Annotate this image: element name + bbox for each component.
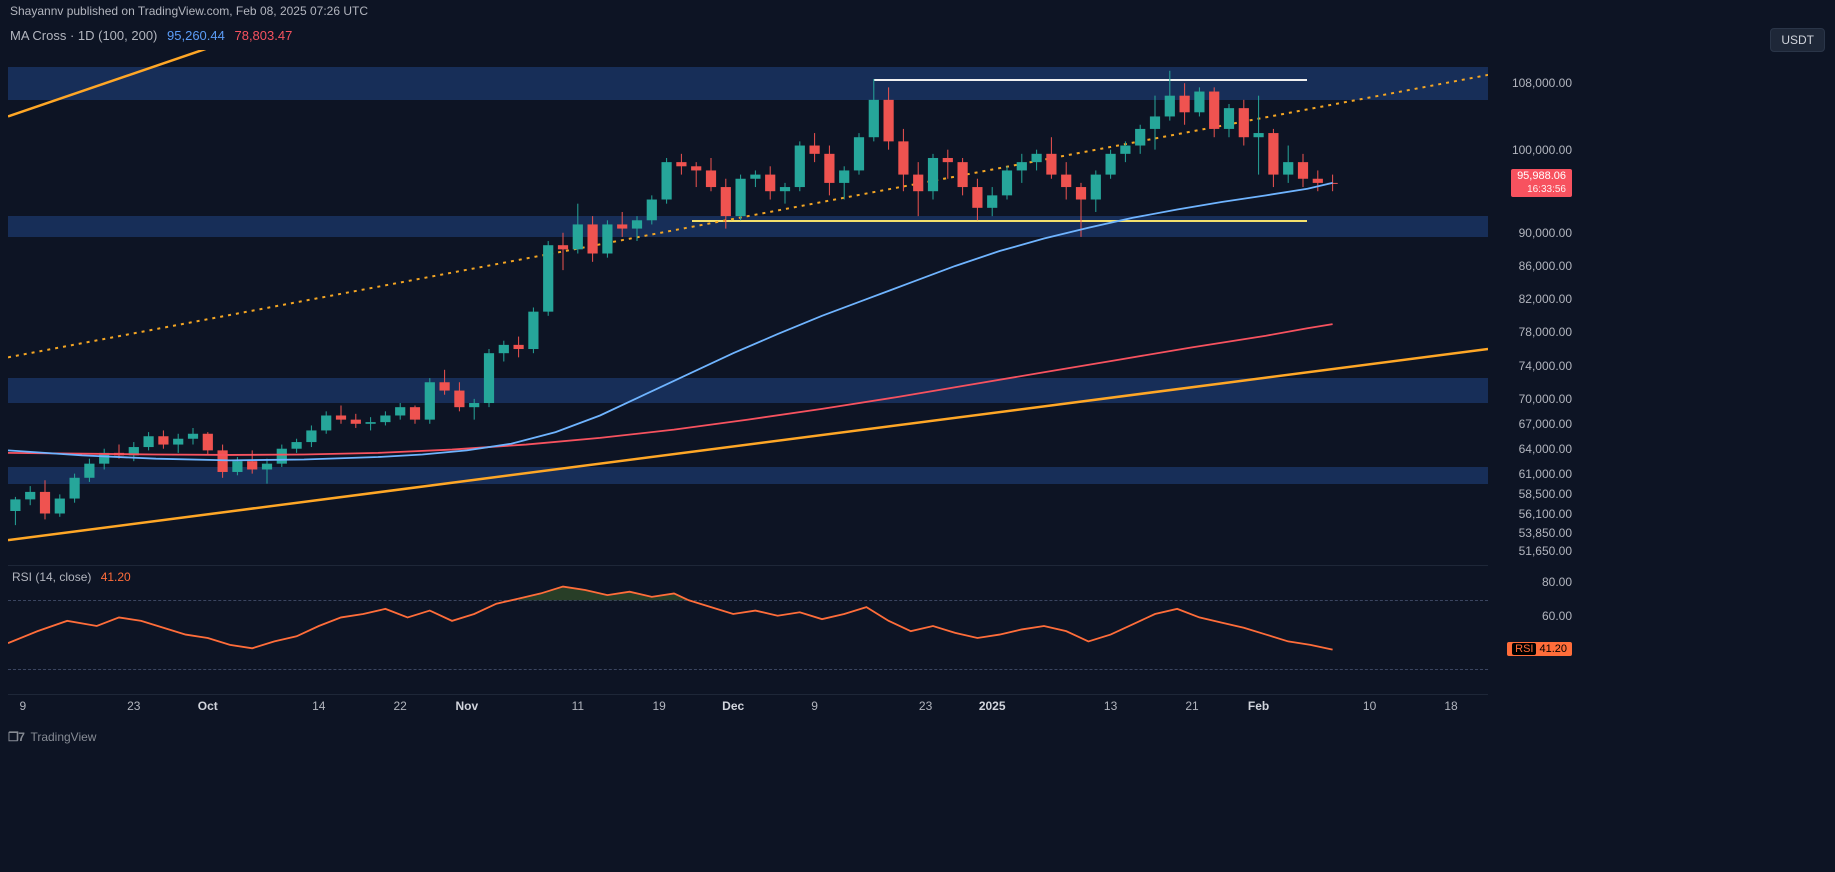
ma200-value: 78,803.47 — [234, 28, 292, 43]
x-axis-tick: 13 — [1104, 699, 1117, 713]
rsi-value-tag: RSI41.20 — [1507, 642, 1572, 656]
current-price-tag: 95,988.0616:33:56 — [1511, 169, 1572, 197]
y-axis-tick: 100,000.00 — [1512, 143, 1572, 157]
x-axis-tick: 9 — [19, 699, 26, 713]
x-axis-tick: 2025 — [979, 699, 1006, 713]
price-y-axis[interactable]: 108,000.00 100,000.00 90,000.00 86,000.00 82… — [1492, 50, 1572, 565]
quote-currency-badge[interactable]: USDT — [1770, 28, 1825, 52]
x-axis-tick: 22 — [394, 699, 407, 713]
x-axis-tick: 19 — [653, 699, 666, 713]
publish-header: Shayannv published on TradingView.com, F… — [0, 0, 1835, 24]
y-axis-tick: 56,100.00 — [1519, 507, 1572, 521]
last-price: 95,988.06 — [1517, 170, 1566, 183]
rsi-y-axis[interactable]: 80.00 60.00 RSI41.20 — [1492, 565, 1572, 685]
x-axis-tick: Feb — [1248, 699, 1269, 713]
tradingview-footer: ❒7 TradingView — [8, 730, 96, 744]
x-axis-tick: 11 — [572, 699, 584, 713]
tradingview-logo-icon: ❒7 — [8, 730, 24, 744]
rsi-y-tick: 80.00 — [1542, 575, 1572, 589]
y-axis-tick: 53,850.00 — [1519, 526, 1572, 540]
y-axis-tick: 67,000.00 — [1519, 417, 1572, 431]
y-axis-tick: 70,000.00 — [1519, 392, 1572, 406]
y-axis-tick: 86,000.00 — [1519, 259, 1572, 273]
x-axis-tick: 18 — [1444, 699, 1457, 713]
ma-cross-legend: MA Cross · 1D (100, 200) 95,260.44 78,80… — [10, 28, 292, 43]
y-axis-tick: 61,000.00 — [1519, 467, 1572, 481]
x-axis-tick: 9 — [811, 699, 818, 713]
ma-label: MA Cross · 1D (100, 200) — [10, 28, 157, 43]
x-axis-tick: Oct — [198, 699, 218, 713]
time-x-axis[interactable]: 9 23 Oct 14 22 Nov 11 19 Dec 9 23 2025 13 21 Feb 10 18 — [8, 694, 1488, 716]
x-axis-tick: 14 — [312, 699, 325, 713]
brand-text: TradingView — [30, 730, 96, 744]
x-axis-tick: Nov — [455, 699, 478, 713]
x-axis-tick: 10 — [1363, 699, 1376, 713]
y-axis-tick: 58,500.00 — [1519, 487, 1572, 501]
countdown: 16:33:56 — [1517, 183, 1566, 196]
x-axis-tick: 23 — [127, 699, 140, 713]
y-axis-tick: 82,000.00 — [1519, 292, 1572, 306]
y-axis-tick: 78,000.00 — [1519, 325, 1572, 339]
y-axis-tick: 74,000.00 — [1519, 359, 1572, 373]
x-axis-tick: 21 — [1185, 699, 1198, 713]
x-axis-tick: Dec — [722, 699, 744, 713]
y-axis-tick: 64,000.00 — [1519, 442, 1572, 456]
x-axis-tick: 23 — [919, 699, 932, 713]
rsi-svg-layer — [8, 566, 1488, 686]
y-axis-tick: 51,650.00 — [1519, 544, 1572, 558]
rsi-y-tick: 60.00 — [1542, 609, 1572, 623]
rsi-panel[interactable]: RSI (14, close) 41.20 — [8, 565, 1488, 685]
price-chart[interactable] — [8, 50, 1488, 565]
y-axis-tick: 108,000.00 — [1512, 76, 1572, 90]
ma100-value: 95,260.44 — [167, 28, 225, 43]
chart-svg-layer — [8, 50, 1488, 565]
y-axis-tick: 90,000.00 — [1519, 226, 1572, 240]
publish-text: Shayannv published on TradingView.com, F… — [10, 4, 368, 18]
